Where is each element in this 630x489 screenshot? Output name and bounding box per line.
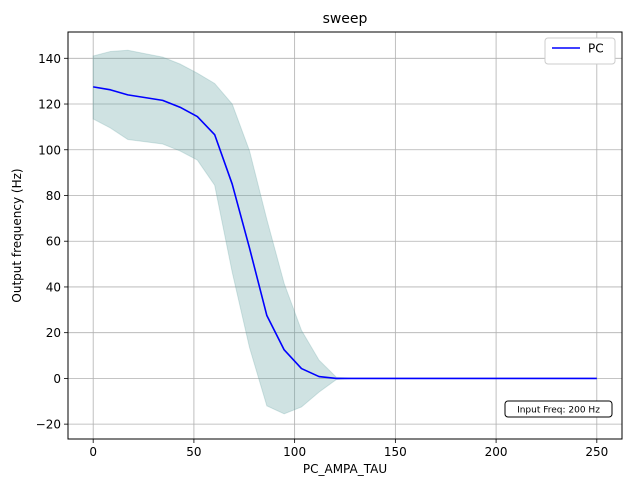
x-tick-label: 150	[384, 445, 407, 459]
y-tick-label: 20	[46, 326, 61, 340]
tick-layer: 0 50 100 150 200 250 −20 0 20 40 60 80 100 120 140	[36, 52, 609, 459]
y-tick-label: 0	[53, 372, 61, 386]
y-tick-label: 80	[46, 189, 61, 203]
x-tick-label: 100	[283, 445, 306, 459]
series-line-layer	[93, 86, 597, 380]
annotation-box: Input Freq: 200 Hz	[504, 400, 613, 418]
y-tick-label: −20	[36, 418, 61, 432]
y-tick-label: 140	[38, 52, 61, 66]
legend-label-pc: PC	[588, 42, 604, 56]
x-axis-label: PC_AMPA_TAU	[303, 462, 387, 476]
y-tick-label: 120	[38, 98, 61, 112]
annotation-frame	[504, 400, 613, 418]
legend: PC	[544, 37, 616, 65]
x-tick-label: 0	[89, 445, 97, 459]
x-tick-label: 250	[585, 445, 608, 459]
y-tick-label: 40	[46, 280, 61, 294]
legend-box	[544, 37, 616, 65]
series-line-pc	[93, 86, 597, 380]
plot-frame	[67, 31, 623, 440]
y-tick-label: 100	[38, 143, 61, 157]
y-tick-label: 60	[46, 235, 61, 249]
chart-title: sweep	[323, 11, 368, 27]
x-tick-label: 50	[186, 445, 201, 459]
y-axis-label: Output frequency (Hz)	[10, 168, 24, 302]
grid	[68, 32, 622, 439]
x-tick-label: 200	[485, 445, 508, 459]
annotation-text: Input Freq: 200 Hz	[517, 406, 600, 416]
